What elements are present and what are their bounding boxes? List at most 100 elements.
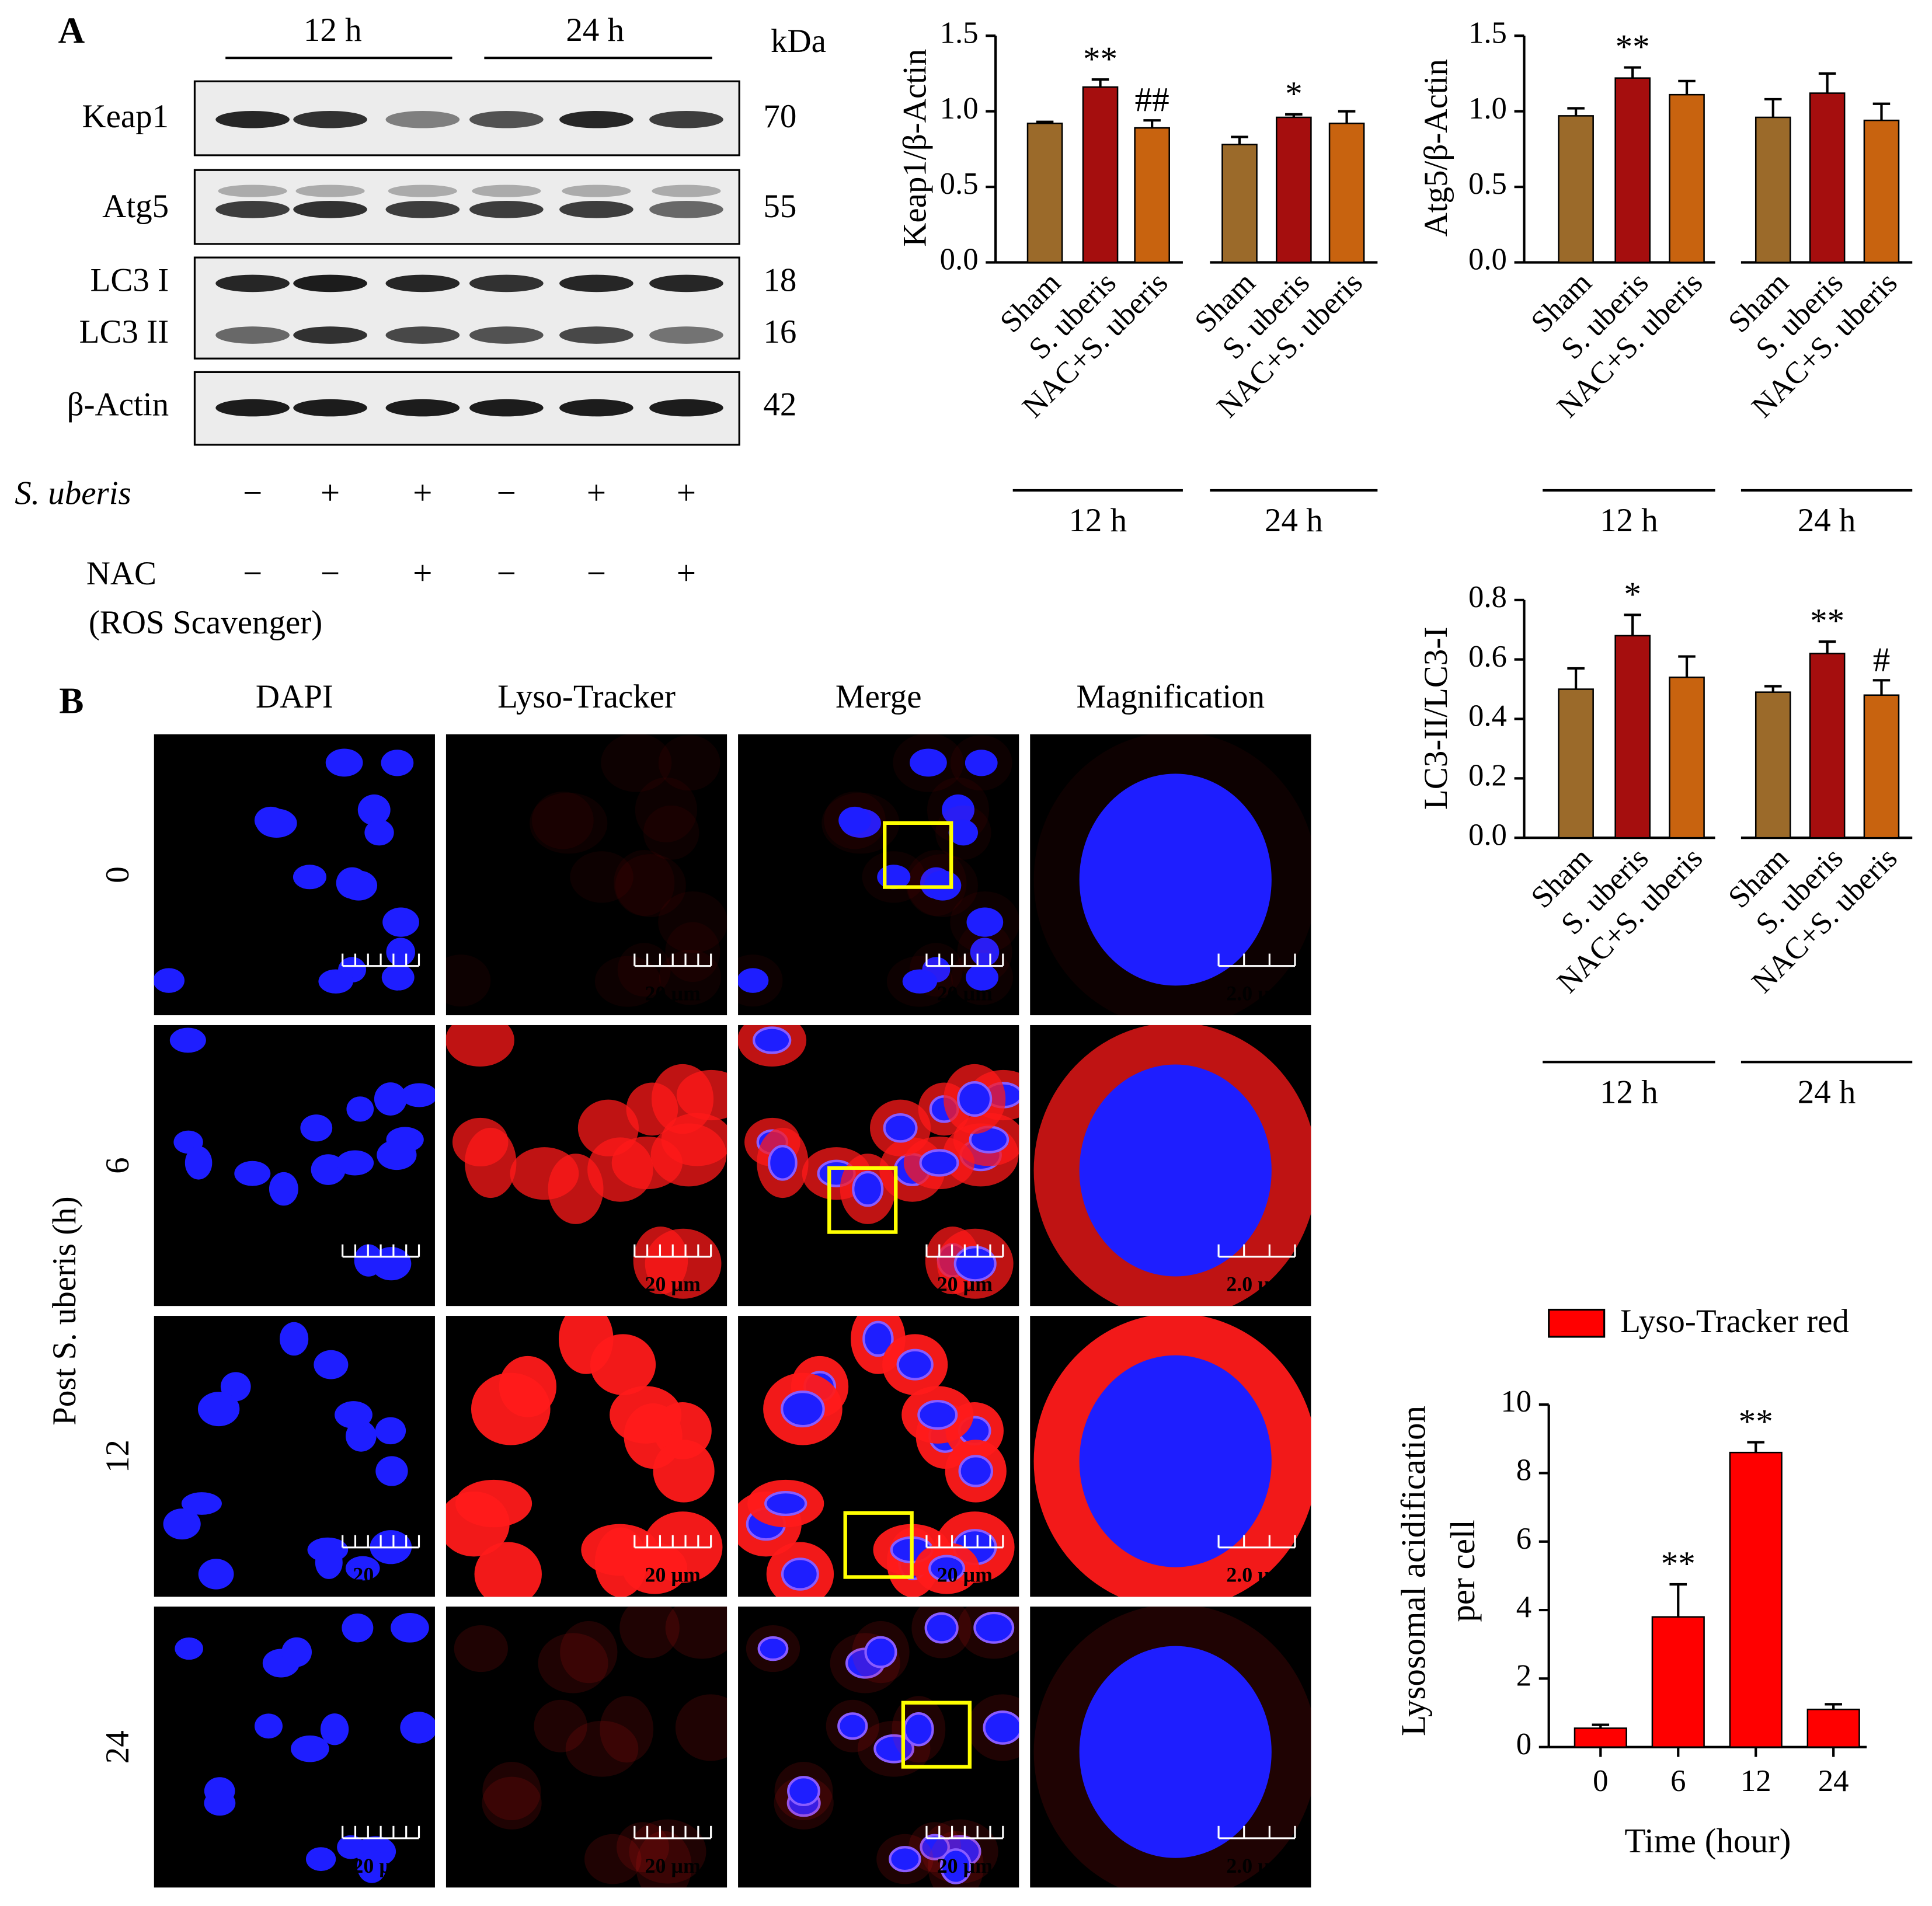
blot-band — [652, 184, 721, 197]
lysosome-stain — [600, 1696, 654, 1763]
blot-band — [215, 326, 290, 344]
lysosome-stain — [622, 1542, 688, 1594]
group-label: 12 h — [1600, 1074, 1658, 1110]
nucleus — [966, 964, 998, 991]
nucleus — [318, 969, 353, 994]
error-bar — [1143, 119, 1161, 128]
y-tick-label: 0.0 — [940, 243, 979, 277]
band-kda: 55 — [763, 188, 796, 225]
error-bar — [1872, 102, 1891, 121]
lysosome-stain — [629, 1819, 706, 1884]
lysosome-stain — [665, 1607, 727, 1659]
row-axis-label: Post S. uberis (h) — [46, 1196, 83, 1425]
lysosome-stain — [665, 922, 720, 982]
bar — [1276, 116, 1312, 263]
nucleus — [281, 1637, 312, 1667]
lysosome-stain — [636, 1831, 692, 1888]
treatment-sublabel: (ROS Scavenger) — [89, 604, 322, 641]
nucleus — [919, 1149, 959, 1177]
treatment-label: NAC — [86, 555, 156, 592]
lysosome-stain — [617, 943, 671, 997]
treatment-sign: + — [677, 473, 696, 512]
blot-band — [293, 201, 367, 218]
y-axis-label: LC3-II/LC3-I — [1418, 627, 1454, 810]
treatment-sign: + — [413, 473, 432, 512]
lysosome-stain — [616, 1822, 669, 1873]
blot-band — [385, 274, 460, 292]
group-label: 24 h — [1265, 502, 1323, 539]
blot-band — [649, 201, 723, 218]
error-bar — [1764, 685, 1782, 692]
treatment-sign: + — [413, 553, 432, 592]
nucleus — [381, 964, 415, 991]
nucleus — [924, 1612, 959, 1644]
nucleus — [305, 1847, 336, 1872]
nucleus — [254, 806, 287, 834]
error-bar — [1624, 614, 1641, 636]
y-tick-label: 0.0 — [1468, 818, 1507, 852]
band-kda: 42 — [763, 386, 796, 423]
nucleus — [787, 1776, 820, 1806]
blot-band — [649, 274, 723, 292]
significance-label: * — [1624, 574, 1641, 613]
column-header: Lyso-Tracker — [497, 678, 676, 715]
nucleus — [198, 1559, 234, 1590]
nucleus — [903, 1712, 934, 1747]
lysosome-stain — [471, 1372, 551, 1445]
significance-label: ## — [1135, 80, 1169, 119]
significance-label: ** — [1083, 39, 1118, 78]
error-bar — [1567, 107, 1585, 116]
treatment-sign: − — [243, 553, 262, 592]
y-tick-label: 1.5 — [1468, 16, 1507, 50]
lysosome-stain — [454, 1625, 508, 1672]
nucleus — [293, 865, 327, 890]
image-content — [175, 1612, 435, 1883]
nucleus — [381, 750, 414, 776]
nucleus — [234, 1161, 271, 1186]
lysosome-stain — [560, 1621, 618, 1684]
y-tick-label: 1.5 — [940, 16, 979, 50]
nucleus — [325, 748, 363, 777]
lysosome-stain — [614, 850, 675, 917]
treatment-label: S. uberis — [15, 475, 131, 512]
error-bar — [1825, 1703, 1842, 1710]
nucleus — [374, 1082, 407, 1116]
error-bar — [1747, 1441, 1764, 1453]
treatment-sign: + — [587, 473, 606, 512]
group-label: 12 h — [1600, 502, 1658, 539]
nucleus — [375, 1456, 408, 1486]
nucleus — [197, 1392, 240, 1427]
y-tick-label: 8 — [1516, 1453, 1531, 1487]
x-tick-label: 6 — [1670, 1764, 1686, 1798]
bar — [1328, 123, 1365, 263]
nucleus — [973, 1611, 1015, 1644]
bar — [1806, 1708, 1860, 1748]
image-content — [445, 1025, 727, 1299]
nucleus — [375, 1417, 406, 1445]
lysosome-stain — [590, 1334, 656, 1395]
image-content — [454, 1607, 727, 1888]
y-tick-label: 0.6 — [1468, 640, 1507, 674]
error-bar — [1231, 135, 1248, 145]
scale-label: 20 µm — [353, 982, 408, 1005]
treatment-sign: − — [243, 473, 262, 512]
bar — [1669, 93, 1705, 263]
band-label: LC3 II — [79, 313, 169, 350]
lysosome-stain — [645, 1228, 722, 1299]
blot-band — [293, 326, 367, 344]
highlight-box — [827, 1166, 898, 1234]
y-tick-label: 1.0 — [940, 92, 979, 126]
band-label: LC3 I — [90, 262, 169, 298]
nucleus — [852, 1170, 884, 1207]
panel-label: B — [59, 681, 83, 722]
nucleus — [386, 1127, 424, 1152]
lysosome-stain — [615, 853, 686, 917]
bar — [1134, 127, 1170, 263]
nucleus — [254, 1713, 283, 1739]
blot-band — [215, 274, 290, 292]
nucleus — [764, 1491, 807, 1517]
nucleus — [1079, 1646, 1272, 1858]
nucleus — [337, 1835, 365, 1859]
bar — [1755, 116, 1791, 263]
